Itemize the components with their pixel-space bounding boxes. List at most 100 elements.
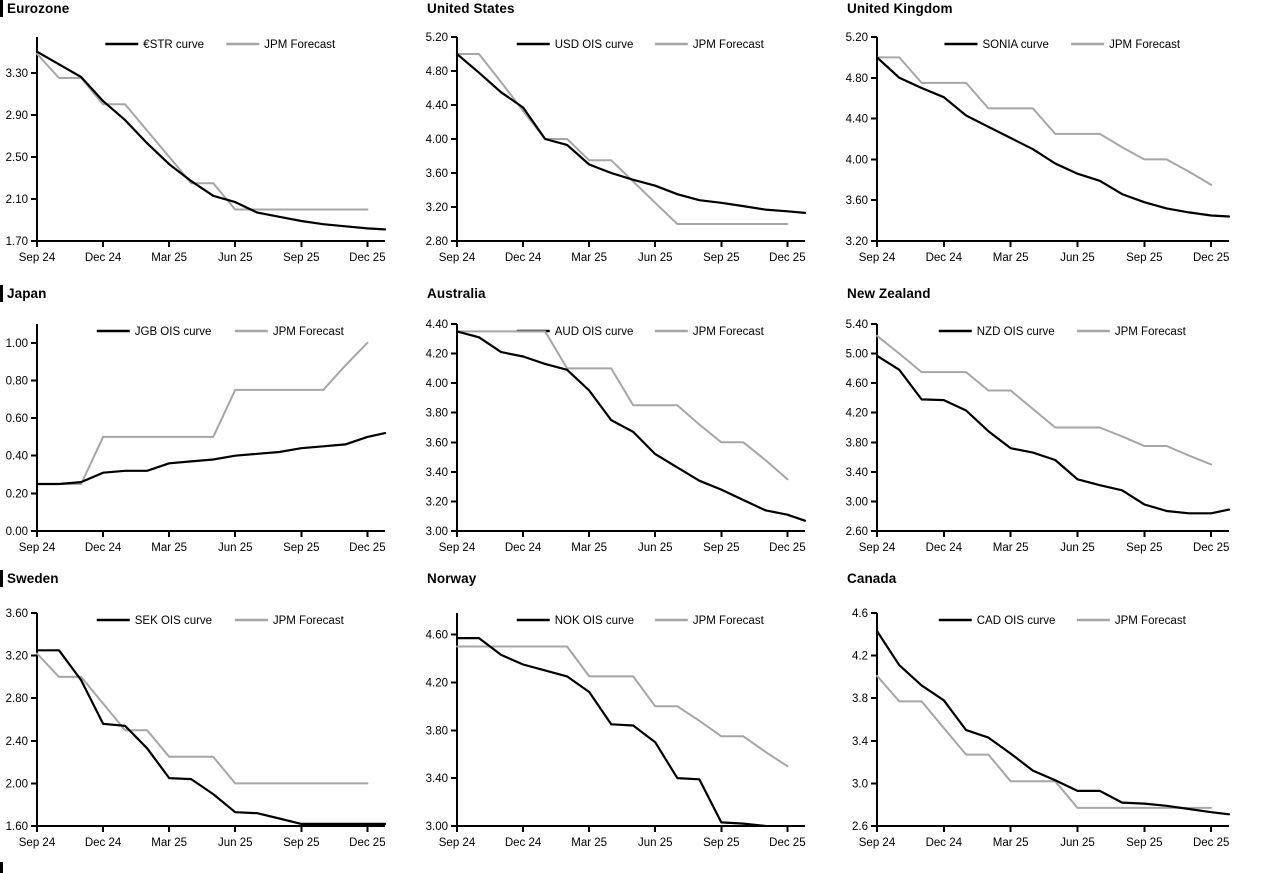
x-tick-label: Dec 25 — [769, 542, 805, 554]
y-tick-label: 3.40 — [426, 467, 448, 479]
y-tick-label: 3.80 — [426, 408, 448, 420]
x-tick-label: Mar 25 — [151, 542, 187, 554]
chart-title: Japan — [7, 286, 47, 301]
chart-plot-japan: 0.00 0.20 0.40 0.60 0.80 1.00 Sep 24 Dec 24 Mar … — [6, 324, 387, 554]
section-bar — [0, 285, 3, 302]
ois-curve-line — [35, 431, 387, 486]
x-tick-label: Jun 25 — [218, 542, 253, 554]
y-tick-label: 5.20 — [426, 32, 448, 44]
x-tick-label: Dec 25 — [1193, 542, 1229, 554]
legend-curve-label: CAD OIS curve — [977, 615, 1056, 627]
x-tick-label: Sep 24 — [439, 252, 476, 264]
legend-curve-label: JGB OIS curve — [135, 326, 212, 338]
section-bar-bottom — [0, 862, 3, 873]
y-tick-label: 0.20 — [6, 488, 28, 500]
x-tick-label: Dec 25 — [769, 252, 805, 264]
y-tick-label: 3.60 — [426, 437, 448, 449]
y-tick-label: 0.60 — [6, 413, 28, 425]
chart-japan: Japan 0.00 0.20 0.40 0.60 0.80 1.00 Sep 24 Dec … — [0, 285, 420, 570]
x-tick-label: Mar 25 — [151, 252, 187, 264]
x-tick-label: Dec 24 — [85, 837, 122, 849]
y-tick-label: 4.00 — [846, 154, 868, 166]
x-tick-label: Jun 25 — [638, 837, 673, 849]
chart-eurozone: Eurozone 1.70 2.10 2.50 2.90 3.30 Sep 24 Dec 2… — [0, 0, 420, 285]
section-bar — [0, 0, 3, 17]
chart-title: New Zealand — [847, 286, 931, 301]
x-tick-label: Sep 25 — [283, 542, 319, 554]
x-tick-label: Sep 25 — [283, 252, 319, 264]
y-tick-label: 3.20 — [426, 496, 448, 508]
y-tick-label: 4.00 — [426, 378, 448, 390]
y-tick-label: 1.00 — [6, 338, 28, 350]
chart-sweden: Sweden 1.60 2.00 2.40 2.80 3.20 3.60 Sep 24 Dec… — [0, 570, 420, 873]
axis — [456, 613, 805, 827]
x-tick-label: Dec 25 — [769, 837, 805, 849]
x-tick-label: Jun 25 — [218, 252, 253, 264]
x-tick-label: Jun 25 — [1060, 252, 1095, 264]
legend-curve-label: NOK OIS curve — [555, 615, 634, 627]
y-tick-label: 4.2 — [852, 651, 868, 663]
axis — [876, 613, 1229, 827]
y-tick-label: 5.40 — [846, 319, 868, 331]
y-tick-label: 4.60 — [426, 630, 448, 642]
x-tick-label: Mar 25 — [993, 252, 1029, 264]
y-tick-label: 3.0 — [852, 778, 868, 790]
x-tick-label: Sep 24 — [439, 837, 476, 849]
chart-plot-australia: 3.00 3.20 3.40 3.60 3.80 4.00 4.20 4.40 Sep 24 De… — [426, 319, 807, 554]
x-tick-label: Dec 24 — [505, 837, 542, 849]
y-tick-label: 3.00 — [426, 821, 448, 833]
chart-plot-sweden: 1.60 2.00 2.40 2.80 3.20 3.60 Sep 24 Dec 24 Mar … — [6, 608, 387, 849]
chart-new-zealand: New Zealand 2.60 3.00 3.40 3.80 4.20 4.60 5.00… — [840, 285, 1264, 570]
y-tick-label: 3.4 — [852, 736, 869, 748]
x-tick-label: Mar 25 — [571, 542, 607, 554]
x-tick-label: Sep 24 — [859, 252, 896, 264]
y-tick-label: 4.80 — [426, 66, 448, 78]
x-tick-label: Sep 24 — [859, 542, 896, 554]
x-tick-label: Jun 25 — [1060, 837, 1095, 849]
jpm-forecast-line — [456, 645, 789, 768]
legend-forecast-label: JPM Forecast — [1109, 39, 1181, 51]
chart-title: Australia — [427, 286, 486, 301]
chart-title: United Kingdom — [847, 1, 953, 16]
x-tick-label: Sep 25 — [1126, 837, 1162, 849]
chart-plot-new-zealand: 2.60 3.00 3.40 3.80 4.20 4.60 5.00 5.40 Sep 24 De… — [846, 319, 1231, 554]
x-tick-label: Sep 24 — [19, 542, 56, 554]
x-tick-label: Dec 25 — [349, 542, 385, 554]
y-tick-label: 4.40 — [846, 114, 868, 126]
section-bar — [0, 570, 3, 587]
y-tick-label: 2.60 — [846, 526, 868, 538]
jpm-forecast-line — [456, 53, 789, 225]
chart-plot-united-kingdom: 3.20 3.60 4.00 4.40 4.80 5.20 Sep 24 Dec 24 Mar … — [846, 32, 1231, 264]
x-tick-label: Mar 25 — [993, 837, 1029, 849]
legend-forecast-label: JPM Forecast — [693, 39, 765, 51]
legend-forecast-label: JPM Forecast — [264, 39, 336, 51]
x-tick-label: Dec 25 — [349, 837, 385, 849]
legend-curve-label: SEK OIS curve — [135, 615, 212, 627]
x-tick-label: Sep 24 — [439, 542, 476, 554]
legend-forecast-label: JPM Forecast — [273, 615, 345, 627]
ois-curve-line — [455, 52, 807, 214]
axis — [876, 324, 1229, 532]
y-tick-label: 2.40 — [6, 736, 28, 748]
y-tick-label: 5.20 — [846, 32, 868, 44]
legend-forecast-label: JPM Forecast — [693, 326, 765, 338]
y-tick-label: 3.60 — [846, 195, 868, 207]
y-tick-label: 5.00 — [846, 349, 868, 361]
y-tick-label: 2.00 — [6, 778, 28, 790]
x-tick-label: Jun 25 — [1060, 542, 1095, 554]
y-tick-label: 2.80 — [426, 236, 448, 248]
ois-curve-line — [875, 56, 1231, 218]
legend-curve-label: AUD OIS curve — [555, 326, 634, 338]
jpm-forecast-line — [36, 652, 369, 785]
x-tick-label: Jun 25 — [218, 837, 253, 849]
chart-canada: Canada 2.6 3.0 3.4 3.8 4.2 4.6 Sep 24 Dec 24 Mar… — [840, 570, 1264, 873]
x-tick-label: Sep 25 — [703, 252, 739, 264]
chart-title: Norway — [427, 571, 477, 586]
y-tick-label: 2.90 — [6, 110, 28, 122]
x-tick-label: Sep 24 — [859, 837, 896, 849]
jpm-forecast-line — [876, 56, 1213, 186]
y-tick-label: 4.40 — [426, 319, 448, 331]
ois-curve-line — [875, 354, 1231, 515]
x-tick-label: Dec 25 — [1193, 252, 1229, 264]
